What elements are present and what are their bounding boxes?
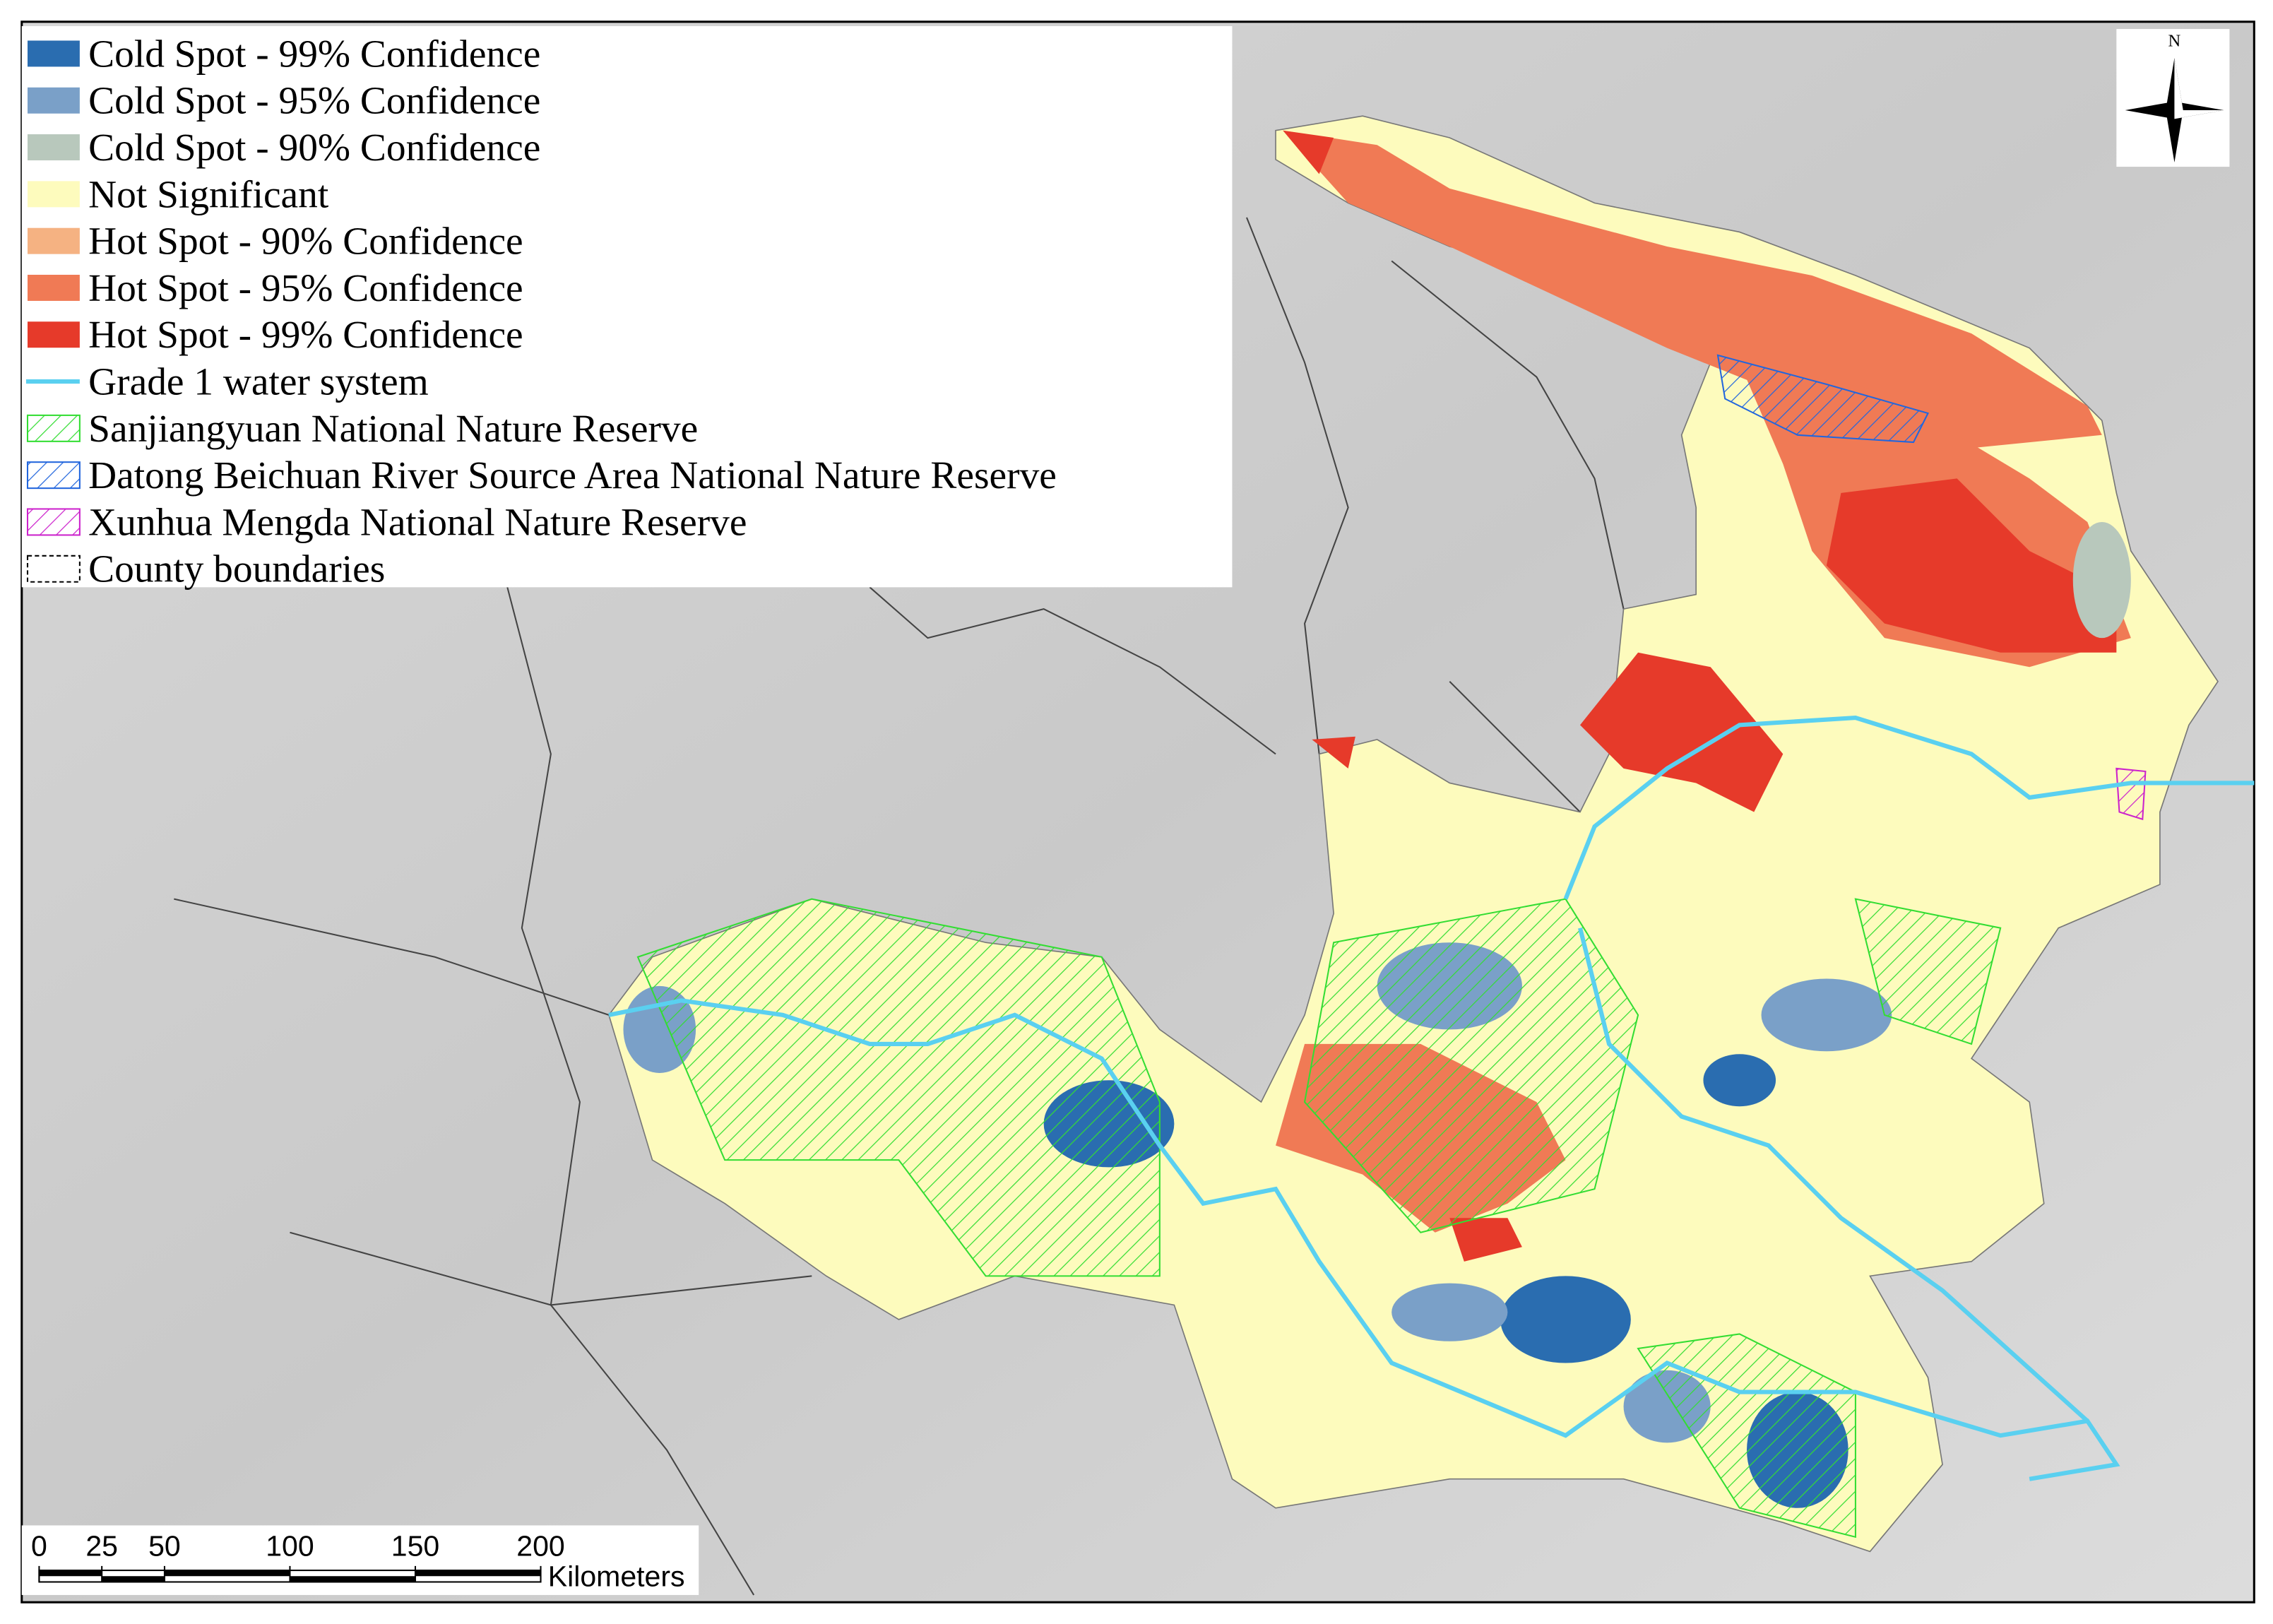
legend-box [21,25,1233,588]
legend-label: Cold Spot - 99% Confidence [88,32,540,75]
legend-label: Cold Spot - 90% Confidence [88,126,540,169]
rivers [608,715,2255,1481]
legend-swatch [27,181,80,208]
scale-segment [415,1570,541,1577]
north-label: N [2168,32,2181,51]
scale-unit: Kilometers [548,1560,685,1593]
legend-swatch [26,508,81,536]
legend-swatch [27,134,80,161]
legend-swatch [27,321,80,348]
scale-label: 0 [31,1530,47,1563]
scale-label: 50 [148,1530,181,1563]
scale-segment [102,1576,165,1582]
legend-swatch [27,274,80,301]
legend-label: Grade 1 water system [88,360,429,403]
scale-label: 200 [516,1530,564,1563]
scale-segment [164,1570,290,1577]
legend-label: Hot Spot - 90% Confidence [88,220,523,263]
legend-swatch [26,414,81,442]
scale-label: 150 [391,1530,439,1563]
legend-label: Cold Spot - 95% Confidence [88,79,540,122]
legend-swatch [26,461,81,490]
scale-bar-box [21,1525,699,1595]
legend-label: Hot Spot - 99% Confidence [88,313,523,356]
legend-label: Sanjiangyuan National Nature Reserve [88,407,698,450]
legend-label: Hot Spot - 95% Confidence [88,266,523,309]
legend-swatch [27,87,80,114]
legend-label: Not Significant [88,172,329,215]
legend-swatch [26,555,81,583]
county-lines [174,217,1625,1596]
legend-label: County boundaries [88,547,385,591]
scale-segment [290,1576,415,1582]
legend-swatch [27,227,80,254]
legend-swatch [27,40,80,67]
scale-label: 100 [266,1530,314,1563]
scale-segment [39,1570,102,1577]
reserves [636,354,2147,1539]
scale-label: 25 [85,1530,118,1563]
legend-label: Xunhua Mengda National Nature Reserve [88,500,747,543]
legend-label: Datong Beichuan River Source Area Nation… [88,454,1057,497]
